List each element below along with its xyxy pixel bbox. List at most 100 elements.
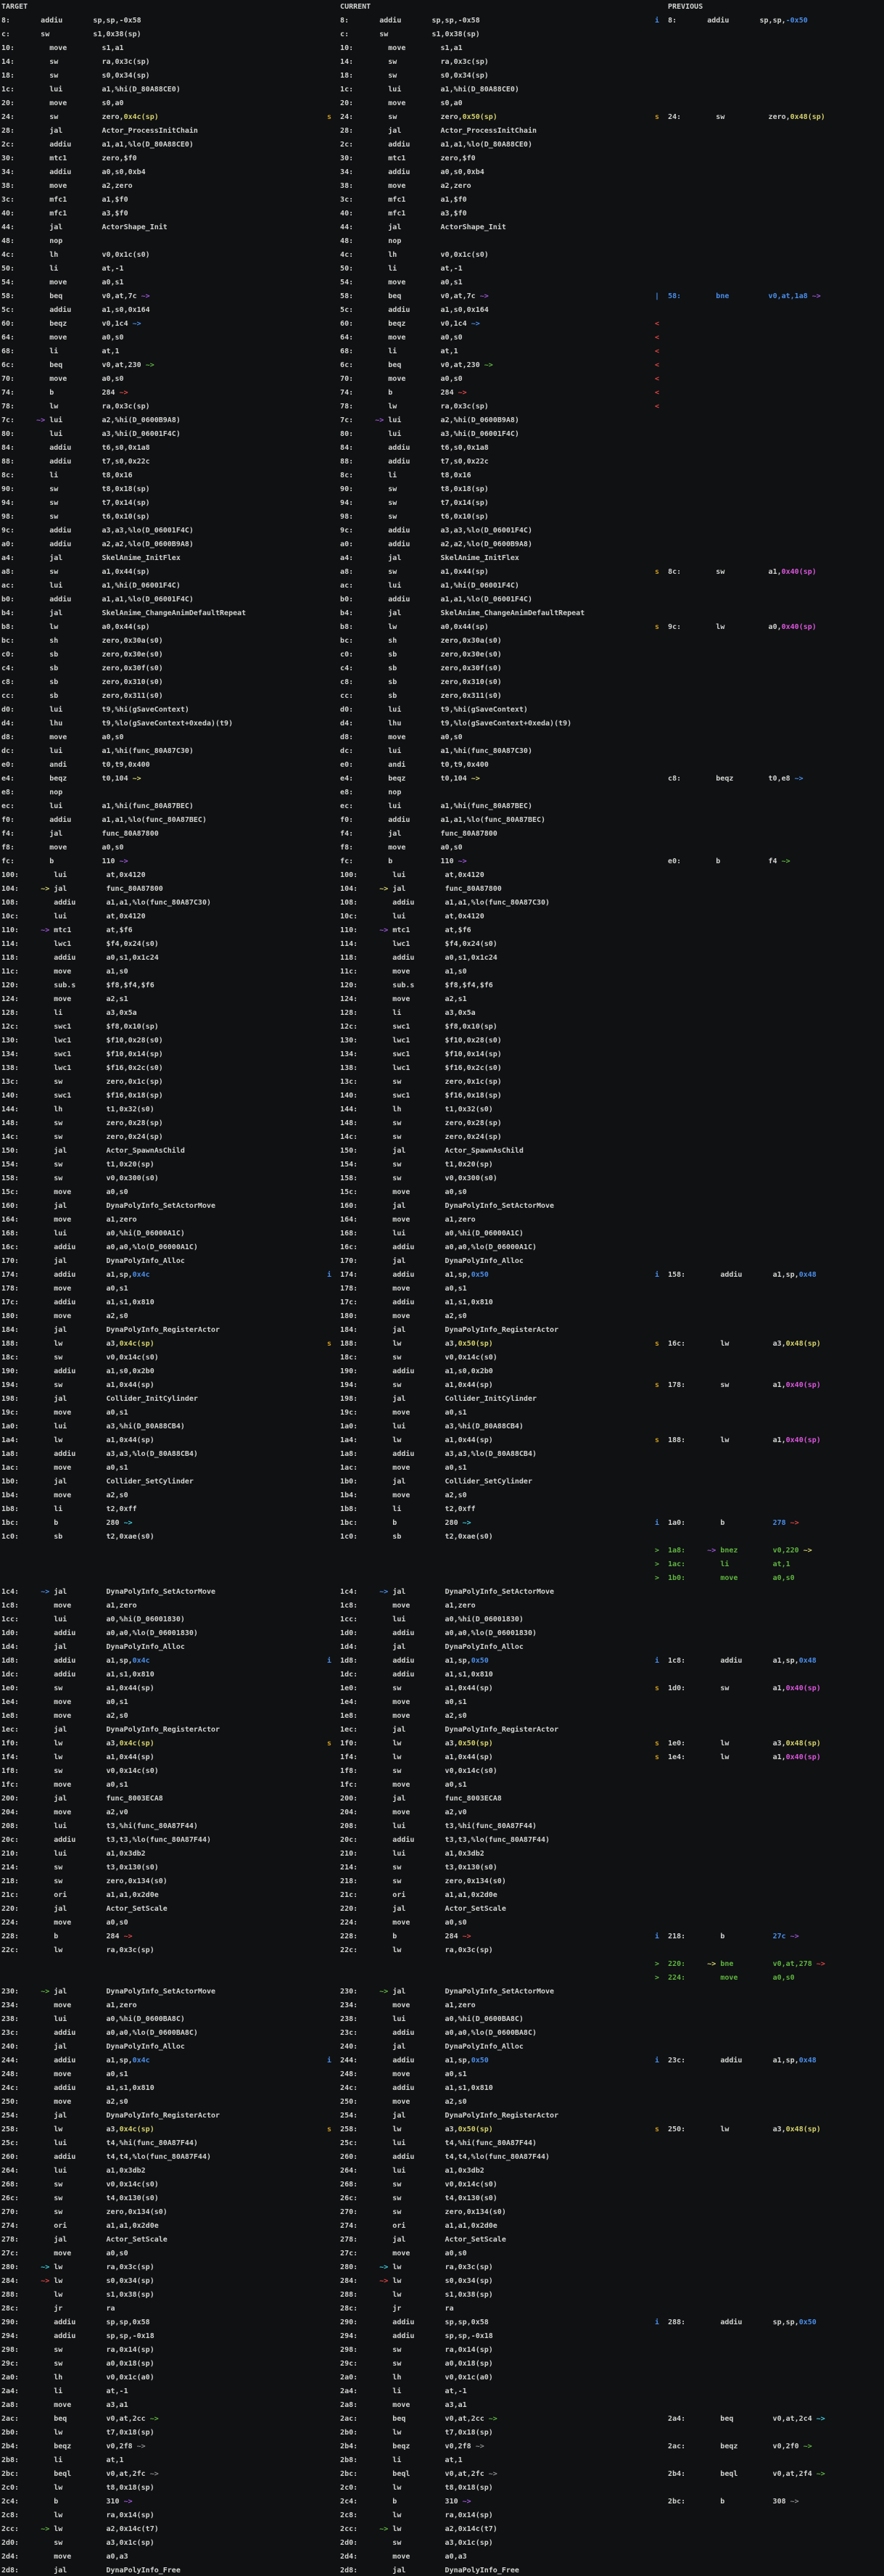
asm-line: > 1ac: li at,1 [655, 1560, 790, 1568]
asm-line [655, 2550, 883, 2564]
asm-line: 4c: lh v0,0x1c(s0) [327, 251, 489, 259]
asm-line [655, 1116, 883, 1130]
asm-line: 158: sw v0,0x300(s0) [1, 1174, 159, 1182]
asm-line: 2a0: lh v0,0x1c(a0) [1, 2374, 154, 2382]
asm-line [655, 152, 883, 165]
asm-line [655, 979, 883, 992]
asm-line: cc: sb zero,0x311(s0) [327, 692, 502, 700]
asm-line [655, 1309, 883, 1323]
asm-line: 2d0: sw a3,0x1c(sp) [327, 2539, 493, 2547]
asm-line: 168: lui a0,%hi(D_06000A1C) [1, 1230, 185, 1238]
asm-line: b4: jal SkelAnime_ChangeAnimDefaultRepea… [327, 609, 585, 617]
asm-line: 118: addiu a0,s1,0x1c24 [1, 954, 159, 962]
asm-line [655, 648, 883, 662]
asm-line: 5c: addiu a1,s0,0x164 [1, 306, 150, 314]
asm-line [655, 2192, 883, 2205]
asm-line [327, 1544, 653, 1557]
asm-line [655, 2150, 883, 2164]
asm-line [655, 1130, 883, 1144]
asm-line [655, 510, 883, 524]
asm-line: 130: lwc1 $f10,0x28(s0) [1, 1037, 163, 1045]
asm-line [327, 1557, 653, 1571]
asm-line: 198: jal Collider_InitCylinder [327, 1395, 537, 1403]
asm-line [655, 910, 883, 923]
asm-line [655, 1875, 883, 1888]
asm-line [655, 786, 883, 799]
asm-line [655, 1158, 883, 1172]
asm-line: 130: lwc1 $f10,0x28(s0) [327, 1037, 502, 1045]
asm-line: 25c: lui t4,%hi(func_80A87F44) [1, 2139, 198, 2147]
current-column: CURRENT 8: addiu sp,sp,-0x58 c: sw s1,0x… [327, 0, 653, 2576]
asm-line: 15c: move a0,s0 [1, 1188, 128, 1196]
asm-line [655, 2040, 883, 2054]
asm-line: bc: sh zero,0x30a(s0) [327, 637, 502, 645]
asm-line [655, 1227, 883, 1240]
asm-line [655, 207, 883, 221]
asm-line: s 8c: sw a1,0x40(sp) [655, 568, 817, 576]
asm-line: 1c: lui a1,%hi(D_80A88CE0) [327, 86, 519, 94]
asm-line: 138: lwc1 $f16,0x2c(s0) [1, 1064, 163, 1072]
asm-line [655, 2081, 883, 2095]
asm-line [655, 1323, 883, 1337]
asm-line [655, 1006, 883, 1020]
asm-line: c4: sb zero,0x30f(s0) [1, 664, 163, 672]
asm-line: 144: lh t1,0x32(s0) [327, 1106, 493, 1114]
asm-line: dc: lui a1,%hi(func_80A87C30) [1, 747, 194, 755]
asm-line: 1d8: addiu a1,sp,0x4c [1, 1657, 150, 1665]
asm-line: e0: b f4 ~> [655, 857, 790, 865]
asm-line: 208: lui t3,%hi(func_80A87F44) [1, 1822, 198, 1830]
asm-line [655, 41, 883, 55]
asm-line: 1e0: sw a1,0x44(sp) [327, 1684, 493, 1692]
c-column-header: CURRENT [327, 3, 371, 11]
asm-line: < [655, 389, 660, 397]
asm-line: e8: nop [1, 789, 63, 797]
asm-line: 80: lui a3,%hi(D_06001F4C) [327, 430, 519, 438]
asm-line: 280: ~> lw ra,0x3c(sp) [327, 2263, 493, 2271]
p-column-header: PREVIOUS [655, 3, 703, 11]
asm-line: 224: move a0,s0 [1, 1919, 128, 1927]
asm-line: 74: b 284 ~> [327, 389, 467, 397]
asm-line: | 58: bne v0,at,1a8 ~> [655, 292, 821, 300]
asm-line: < [655, 403, 660, 411]
asm-line: 20c: addiu t3,t3,%lo(func_80A87F44) [327, 1836, 550, 1844]
asm-line [655, 1668, 883, 1682]
asm-line: 11c: move a1,s0 [327, 968, 467, 976]
asm-line: 26c: sw t4,0x130(s0) [327, 2194, 497, 2202]
asm-line: 164: move a1,zero [327, 1216, 476, 1224]
asm-line: 108: addiu a1,a1,%lo(func_80A87C30) [1, 899, 211, 907]
asm-line: 8c: li t8,0x16 [327, 472, 471, 480]
asm-line: 2ac: beqz v0,2f0 ~> [655, 2443, 812, 2451]
asm-line: 280: ~> lw ra,0x3c(sp) [1, 2263, 154, 2271]
asm-line: e0: andi t0,t9,0x400 [327, 761, 489, 769]
asm-line [655, 1833, 883, 1847]
asm-line [655, 2260, 883, 2274]
asm-line: < [655, 334, 660, 342]
asm-line [655, 579, 883, 593]
asm-line: 30: mtc1 zero,$f0 [1, 155, 137, 162]
asm-line: 1f8: sw v0,0x14c(s0) [1, 1767, 159, 1775]
asm-line: 200: jal func_8003ECA8 [327, 1795, 502, 1803]
asm-line: 2c8: lw ra,0x14(sp) [1, 2511, 154, 2519]
asm-line: 1a0: lui a3,%hi(D_80A88CB4) [1, 1423, 185, 1431]
asm-line: 288: lw s1,0x38(sp) [1, 2291, 154, 2299]
asm-line: i 158: addiu a1,sp,0x48 [655, 1271, 817, 1279]
asm-line: 1b0: jal Collider_SetCylinder [1, 1478, 194, 1486]
asm-line [655, 882, 883, 896]
asm-line: 174: addiu a1,sp,0x4c [1, 1271, 150, 1279]
asm-line: 20: move s0,a0 [327, 99, 463, 107]
asm-line: 34: addiu a0,s0,0xb4 [1, 168, 146, 176]
asm-line: d8: move a0,s0 [1, 733, 124, 741]
asm-line: 24: sw zero,0x4c(sp) [1, 113, 159, 121]
asm-line: 210: lui a1,0x3db2 [327, 1850, 484, 1858]
asm-line: 124: move a2,s1 [327, 995, 467, 1003]
asm-line [327, 1971, 653, 1985]
asm-line: e0: andi t0,t9,0x400 [1, 761, 150, 769]
asm-line: 190: addiu a1,s0,0x2b0 [327, 1367, 493, 1375]
asm-line: 154: sw t1,0x20(sp) [327, 1161, 493, 1169]
asm-line: 11c: move a1,s0 [1, 968, 128, 976]
asm-line: 298: sw ra,0x14(sp) [327, 2346, 493, 2354]
asm-line: 120: sub.s $f8,$f4,$f6 [1, 982, 154, 989]
previous-column: PREVIOUS i 8: addiu sp,sp,-0x50 s 24: sw z… [655, 0, 883, 2576]
asm-line: 64: move a0,s0 [1, 334, 124, 342]
asm-line: 2d0: sw a3,0x1c(sp) [1, 2539, 154, 2547]
